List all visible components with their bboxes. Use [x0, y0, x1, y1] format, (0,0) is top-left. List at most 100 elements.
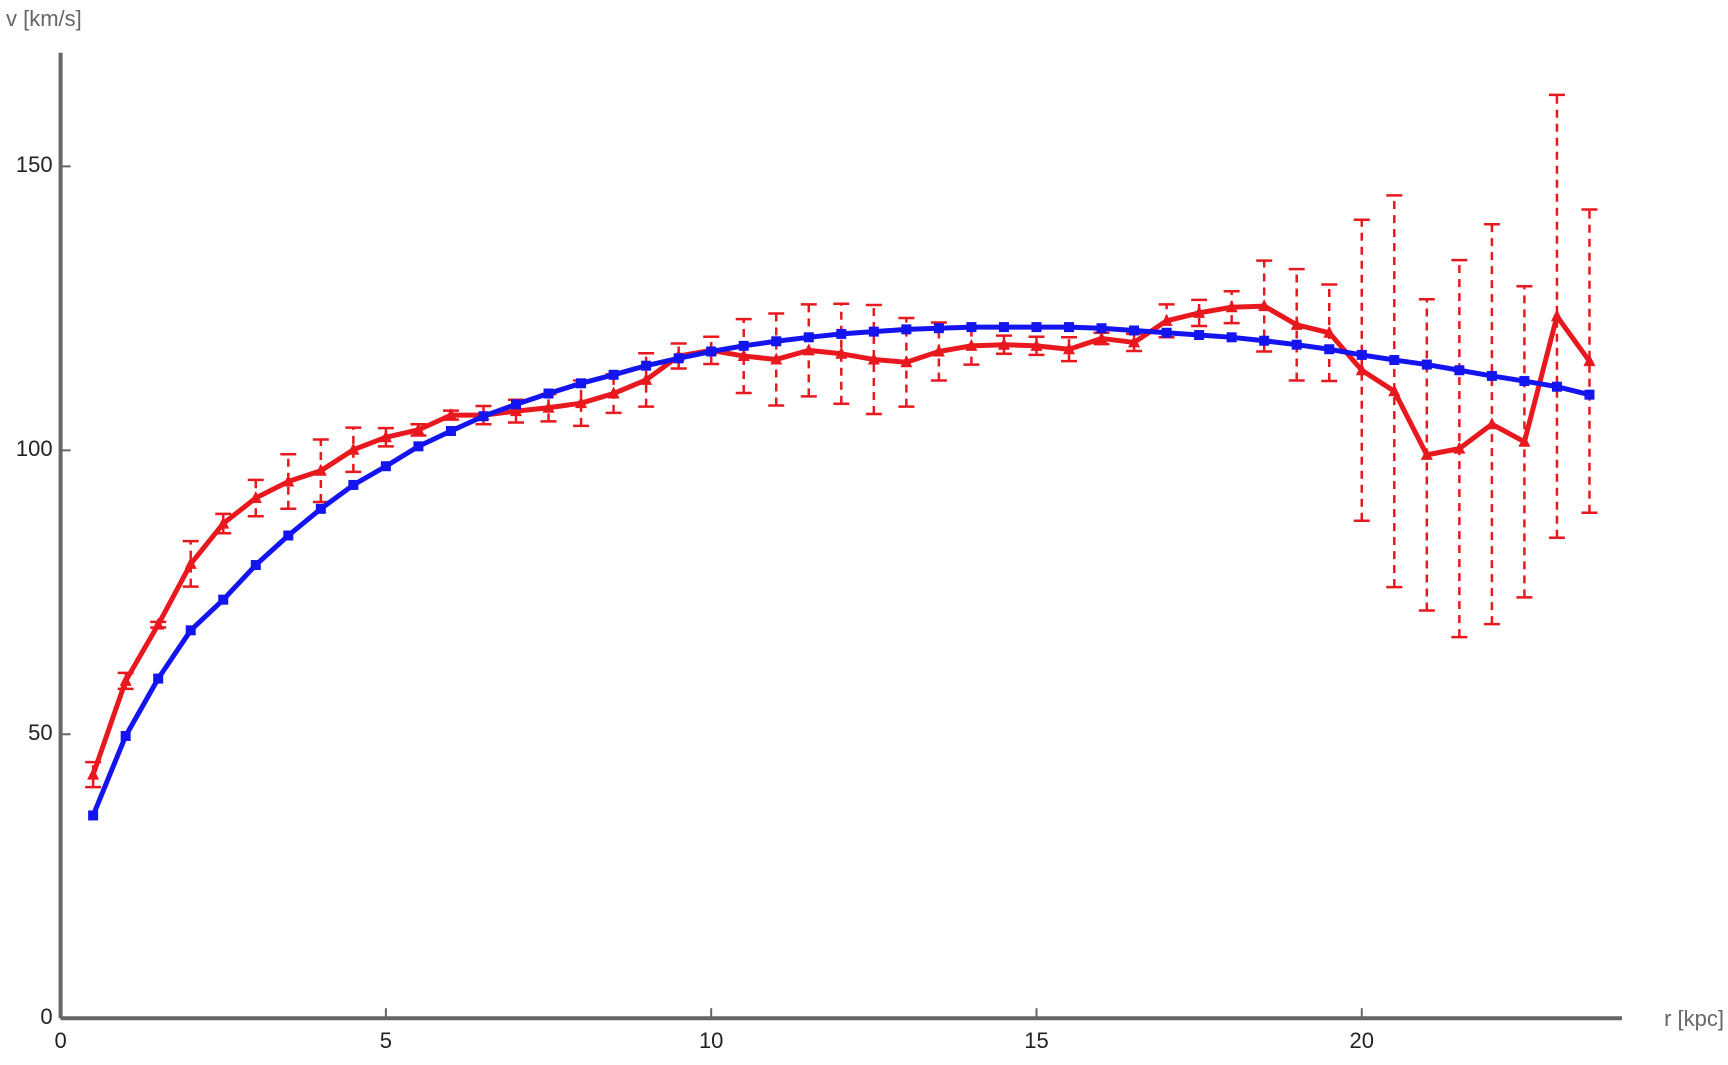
point — [1194, 330, 1205, 341]
point — [771, 336, 782, 347]
point — [315, 503, 326, 514]
error-bar — [1386, 194, 1403, 589]
point — [1356, 349, 1367, 360]
point — [965, 338, 978, 351]
point — [1290, 317, 1303, 330]
point — [1128, 335, 1141, 348]
point — [802, 343, 815, 356]
point — [1518, 434, 1531, 447]
y-tick-label: 150 — [16, 152, 53, 177]
point — [901, 324, 912, 335]
point — [348, 479, 359, 490]
error-bar — [865, 303, 882, 416]
point — [347, 442, 360, 455]
point — [835, 346, 848, 359]
point — [998, 322, 1009, 333]
point — [1031, 322, 1042, 333]
point — [1324, 344, 1335, 355]
point — [250, 560, 261, 571]
point — [640, 372, 653, 385]
point — [87, 767, 100, 780]
error-bar — [735, 317, 752, 395]
point — [380, 461, 391, 472]
point — [1030, 338, 1043, 351]
point — [641, 360, 652, 371]
point — [1420, 447, 1433, 460]
x-tick-label: 10 — [699, 1028, 723, 1053]
y-tick-label: 100 — [16, 436, 53, 461]
error-bar — [670, 342, 687, 370]
point — [542, 400, 555, 413]
x-tick-label: 15 — [1024, 1028, 1048, 1053]
error-bar — [1353, 218, 1370, 522]
point — [413, 441, 424, 452]
point — [249, 491, 262, 504]
error-bar — [182, 539, 199, 588]
point — [1160, 313, 1173, 326]
point — [1323, 325, 1336, 338]
point — [836, 328, 847, 339]
y-axis-label: v [km/s] — [6, 6, 82, 31]
point — [608, 369, 619, 380]
point — [803, 332, 814, 343]
error-bar — [1288, 267, 1305, 382]
point — [868, 326, 879, 337]
error-bar — [345, 426, 362, 474]
point — [478, 411, 489, 422]
point — [1225, 300, 1238, 313]
point — [607, 386, 620, 399]
point — [218, 594, 229, 605]
point — [1095, 331, 1108, 344]
point — [511, 399, 522, 410]
error-bar — [1061, 336, 1078, 363]
point — [1486, 370, 1497, 381]
point — [867, 352, 880, 365]
point — [1063, 342, 1076, 355]
point — [153, 673, 164, 684]
point — [1193, 305, 1206, 318]
point — [1258, 299, 1271, 312]
error-bar — [280, 453, 297, 511]
point — [1389, 355, 1400, 366]
point — [1551, 381, 1562, 392]
point — [1584, 389, 1595, 400]
point — [706, 346, 717, 357]
point — [1519, 376, 1530, 387]
point — [576, 378, 587, 389]
y-tick-label: 50 — [28, 720, 52, 745]
point — [282, 474, 295, 487]
error-bar — [1191, 298, 1208, 328]
point — [1583, 354, 1596, 367]
point — [933, 323, 944, 334]
point — [510, 404, 523, 417]
point — [152, 617, 165, 630]
point — [184, 556, 197, 569]
point — [1096, 323, 1107, 334]
x-tick-label: 5 — [380, 1028, 392, 1053]
point — [1064, 322, 1075, 333]
point — [1226, 332, 1237, 343]
error-bar — [1548, 93, 1565, 540]
point — [1291, 339, 1302, 350]
point — [1129, 325, 1140, 336]
y-tick-label: 0 — [40, 1004, 52, 1029]
series-line — [90, 303, 1592, 776]
point — [1355, 363, 1368, 376]
point — [997, 337, 1010, 350]
point — [738, 340, 749, 351]
point — [1259, 335, 1270, 346]
point — [1161, 327, 1172, 338]
point — [314, 463, 327, 476]
point — [770, 352, 783, 365]
point — [1550, 309, 1563, 322]
point — [737, 349, 750, 362]
point — [900, 355, 913, 368]
point — [1485, 417, 1498, 430]
point — [217, 516, 230, 529]
point — [1454, 365, 1465, 376]
point — [1453, 441, 1466, 454]
point — [379, 430, 392, 443]
point — [543, 388, 554, 399]
x-tick-label: 0 — [54, 1028, 66, 1053]
